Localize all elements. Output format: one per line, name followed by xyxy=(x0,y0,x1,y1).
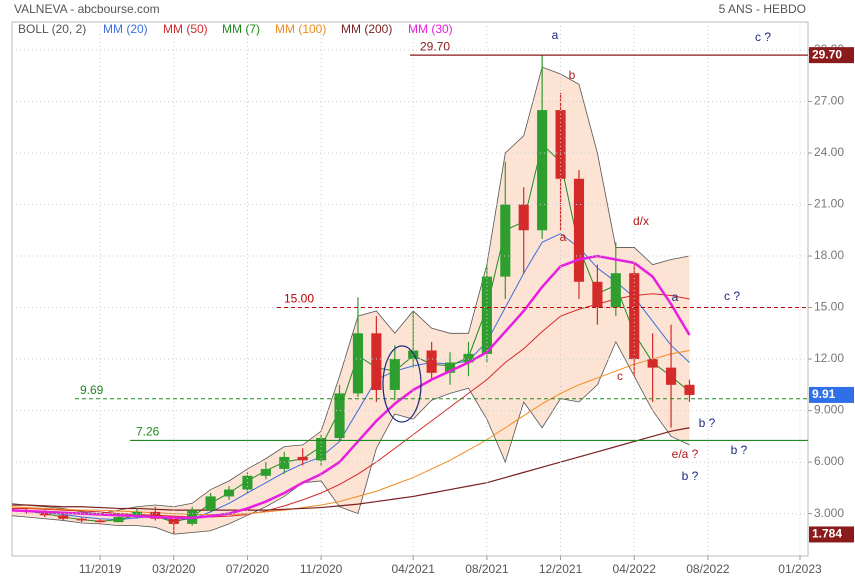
reference-label: 7.26 xyxy=(136,425,160,439)
x-tick-label: 11/2019 xyxy=(79,562,122,576)
wave-label: b ? xyxy=(699,416,716,430)
candle-body xyxy=(113,517,124,523)
candle-body xyxy=(58,515,69,519)
candle-body xyxy=(95,520,106,523)
price-tag-label: 29.70 xyxy=(812,47,842,61)
candle-body xyxy=(537,110,548,231)
legend-item: MM (100) xyxy=(275,22,326,36)
candle-body xyxy=(666,367,677,385)
reference-label: 29.70 xyxy=(420,39,450,53)
candle-body xyxy=(555,110,566,179)
reference-label: 15.00 xyxy=(284,292,314,306)
candle-body xyxy=(76,518,87,521)
candle-body xyxy=(573,178,585,282)
wave-label: b ? xyxy=(682,469,699,483)
candle-body xyxy=(205,496,216,511)
candle-body xyxy=(518,204,529,231)
candle-body xyxy=(610,273,621,308)
candle-body xyxy=(389,359,400,390)
candle-body xyxy=(444,362,456,373)
wave-label: c ? xyxy=(755,30,771,44)
candle-body xyxy=(316,438,327,461)
candle-body xyxy=(150,511,161,519)
y-tick-label: 6.000 xyxy=(814,454,844,468)
y-tick-label: 27.00 xyxy=(814,94,844,108)
bollinger-upper xyxy=(12,66,690,514)
legend-item: MM (20) xyxy=(103,22,148,36)
chart-title: VALNEVA - abcbourse.com xyxy=(14,2,160,16)
wave-label: c ? xyxy=(724,289,740,303)
legend-item: MM (200) xyxy=(341,22,392,36)
y-tick-label: 24.00 xyxy=(814,145,844,159)
legend-item: MM (50) xyxy=(163,22,208,36)
candle-body xyxy=(279,456,290,469)
legend-item: MM (7) xyxy=(222,22,260,36)
candle-body xyxy=(260,468,271,476)
y-tick-label: 12.00 xyxy=(814,351,844,365)
y-tick-label: 18.00 xyxy=(814,248,844,262)
candle-body xyxy=(684,384,695,395)
candle-body xyxy=(131,511,142,518)
wave-label: a xyxy=(552,28,559,42)
highlight-ellipse xyxy=(382,345,422,423)
candle-body xyxy=(426,350,437,373)
moving-average xyxy=(12,427,690,511)
candle-body xyxy=(647,359,658,368)
candle-body xyxy=(168,518,179,524)
x-tick-label: 01/2023 xyxy=(778,562,822,576)
price-tag xyxy=(809,526,854,543)
candle-body xyxy=(481,276,492,354)
y-tick-label: 21.00 xyxy=(814,197,844,211)
moving-average xyxy=(12,293,690,518)
candle-body xyxy=(500,204,511,277)
x-tick-label: 07/2020 xyxy=(226,562,270,576)
wave-label: d/x xyxy=(633,214,649,228)
wave-label: c xyxy=(617,369,623,383)
legend-item: MM (30) xyxy=(408,22,453,36)
price-tag-label: 9.91 xyxy=(812,387,836,401)
bollinger-fill xyxy=(12,67,690,535)
candle-body xyxy=(352,333,364,394)
wave-label: b xyxy=(569,68,576,82)
bollinger-lower xyxy=(12,340,690,535)
candle-body xyxy=(297,456,308,461)
x-tick-label: 08/2021 xyxy=(465,562,509,576)
price-tag-label: 1.784 xyxy=(812,527,842,541)
y-tick-label: 15.00 xyxy=(814,300,844,314)
y-tick-label: 3.000 xyxy=(814,506,844,520)
legend-item: BOLL (20, 2) xyxy=(18,22,86,36)
price-tag xyxy=(809,47,854,64)
candle-body xyxy=(463,353,474,363)
candle-body xyxy=(592,281,603,308)
wave-label: e/a ? xyxy=(672,447,699,461)
x-tick-label: 03/2020 xyxy=(152,562,196,576)
x-tick-label: 04/2022 xyxy=(613,562,657,576)
y-tick-label: 9.000 xyxy=(814,403,844,417)
x-tick-label: 12/2021 xyxy=(539,562,583,576)
x-tick-label: 11/2020 xyxy=(300,562,343,576)
x-tick-label: 08/2022 xyxy=(686,562,730,576)
candle-body xyxy=(371,333,382,390)
wave-label: a xyxy=(560,230,567,244)
plot-frame xyxy=(11,21,809,557)
candle-body xyxy=(629,273,640,360)
moving-average xyxy=(12,254,691,520)
wave-label: b ? xyxy=(731,443,748,457)
chart-subtitle: 5 ANS - HEBDO xyxy=(719,2,806,16)
price-tag xyxy=(809,386,854,403)
moving-average xyxy=(12,349,690,515)
candle-body xyxy=(223,489,235,497)
reference-label: 9.69 xyxy=(80,383,104,397)
x-tick-label: 04/2021 xyxy=(392,562,436,576)
wave-label: a xyxy=(672,290,679,304)
candle-body xyxy=(334,393,345,439)
